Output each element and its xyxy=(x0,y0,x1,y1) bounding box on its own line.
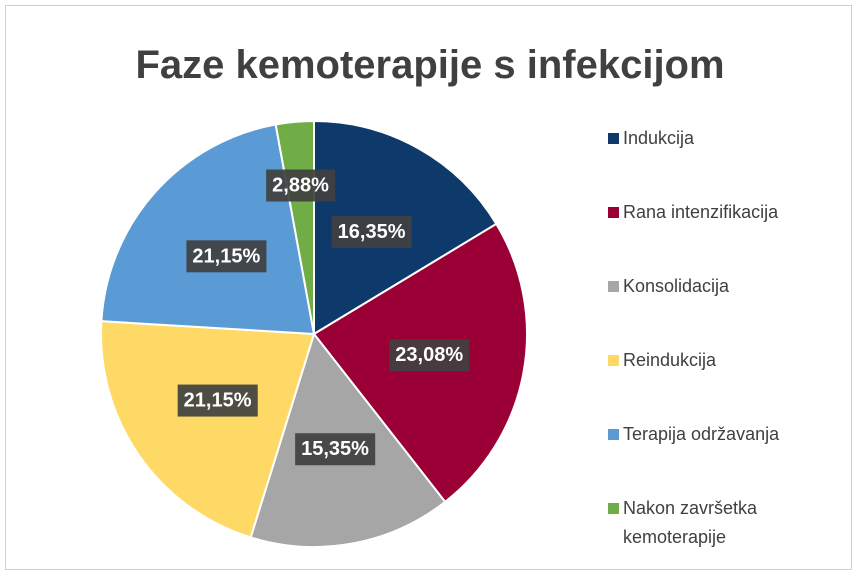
legend-item: Konsolidacija xyxy=(608,272,833,346)
data-label: 23,08% xyxy=(395,344,463,366)
data-label: 2,88% xyxy=(272,175,329,197)
data-label: 15,35% xyxy=(301,438,369,460)
legend-item: Terapija održavanja xyxy=(608,420,833,494)
data-label-bg xyxy=(295,433,376,466)
pie-slice xyxy=(100,123,316,336)
data-label-bg xyxy=(266,169,336,202)
legend-swatch xyxy=(608,281,619,292)
legend-label: Terapija održavanja xyxy=(623,424,780,444)
legend-label: Reindukcija xyxy=(623,350,717,370)
legend-item: Indukcija xyxy=(608,124,833,198)
legend-label: Konsolidacija xyxy=(623,276,730,296)
legend-swatch xyxy=(608,429,619,440)
legend-item: Reindukcija xyxy=(608,346,833,420)
pie-slice xyxy=(100,320,316,539)
data-label: 21,15% xyxy=(192,245,260,267)
data-label: 16,35% xyxy=(338,221,406,243)
legend-item: Rana intenzifikacija xyxy=(608,198,833,272)
data-label-bg xyxy=(177,384,258,417)
legend-item: Nakon završetka kemoterapije xyxy=(608,494,833,568)
chart-title: Faze kemoterapije s infekcijom xyxy=(135,43,724,87)
data-label-bg xyxy=(331,215,412,248)
legend-label: Indukcija xyxy=(623,128,695,148)
legend-swatch xyxy=(608,133,619,144)
legend-label: Nakon završetka kemoterapije xyxy=(623,498,758,547)
legend-swatch xyxy=(608,503,619,514)
data-label-bg xyxy=(186,240,267,273)
legend-swatch xyxy=(608,207,619,218)
data-label: 21,15% xyxy=(184,390,252,412)
data-label-bg xyxy=(389,339,470,372)
legend-label: Rana intenzifikacija xyxy=(623,202,779,222)
legend: Indukcija Rana intenzifikacija Konsolidaci… xyxy=(608,124,833,568)
legend-swatch xyxy=(608,355,619,366)
